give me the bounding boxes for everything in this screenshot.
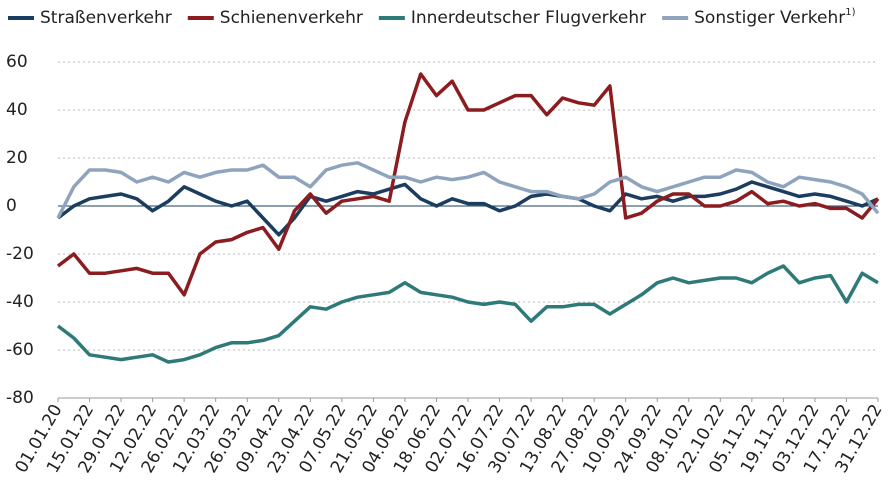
y-tick-label: -40	[6, 292, 34, 312]
y-tick-label: 20	[6, 148, 28, 168]
legend-text: Sonstiger Verkehr	[694, 8, 845, 28]
series-line	[56, 180, 879, 237]
y-tick-label: 0	[6, 196, 17, 216]
y-tick-label: 60	[6, 52, 28, 72]
legend-label: Sonstiger Verkehr1)	[694, 7, 855, 28]
y-tick-label: 40	[6, 100, 28, 120]
legend-superscript: 1)	[845, 7, 855, 18]
legend-label: Straßenverkehr	[40, 8, 172, 28]
legend-text: Straßenverkehr	[40, 8, 172, 28]
y-tick-label: -80	[6, 388, 34, 408]
legend-label: Schienenverkehr	[220, 8, 363, 28]
series-line	[56, 72, 880, 297]
series-line	[56, 161, 880, 219]
legend-text: Schienenverkehr	[220, 8, 363, 28]
y-tick-label: -60	[6, 340, 34, 360]
legend-label: Innerdeutscher Flugverkehr	[411, 8, 646, 28]
legend-text: Innerdeutscher Flugverkehr	[411, 8, 646, 28]
y-tick-label: -20	[6, 244, 34, 264]
series-line	[56, 264, 879, 364]
